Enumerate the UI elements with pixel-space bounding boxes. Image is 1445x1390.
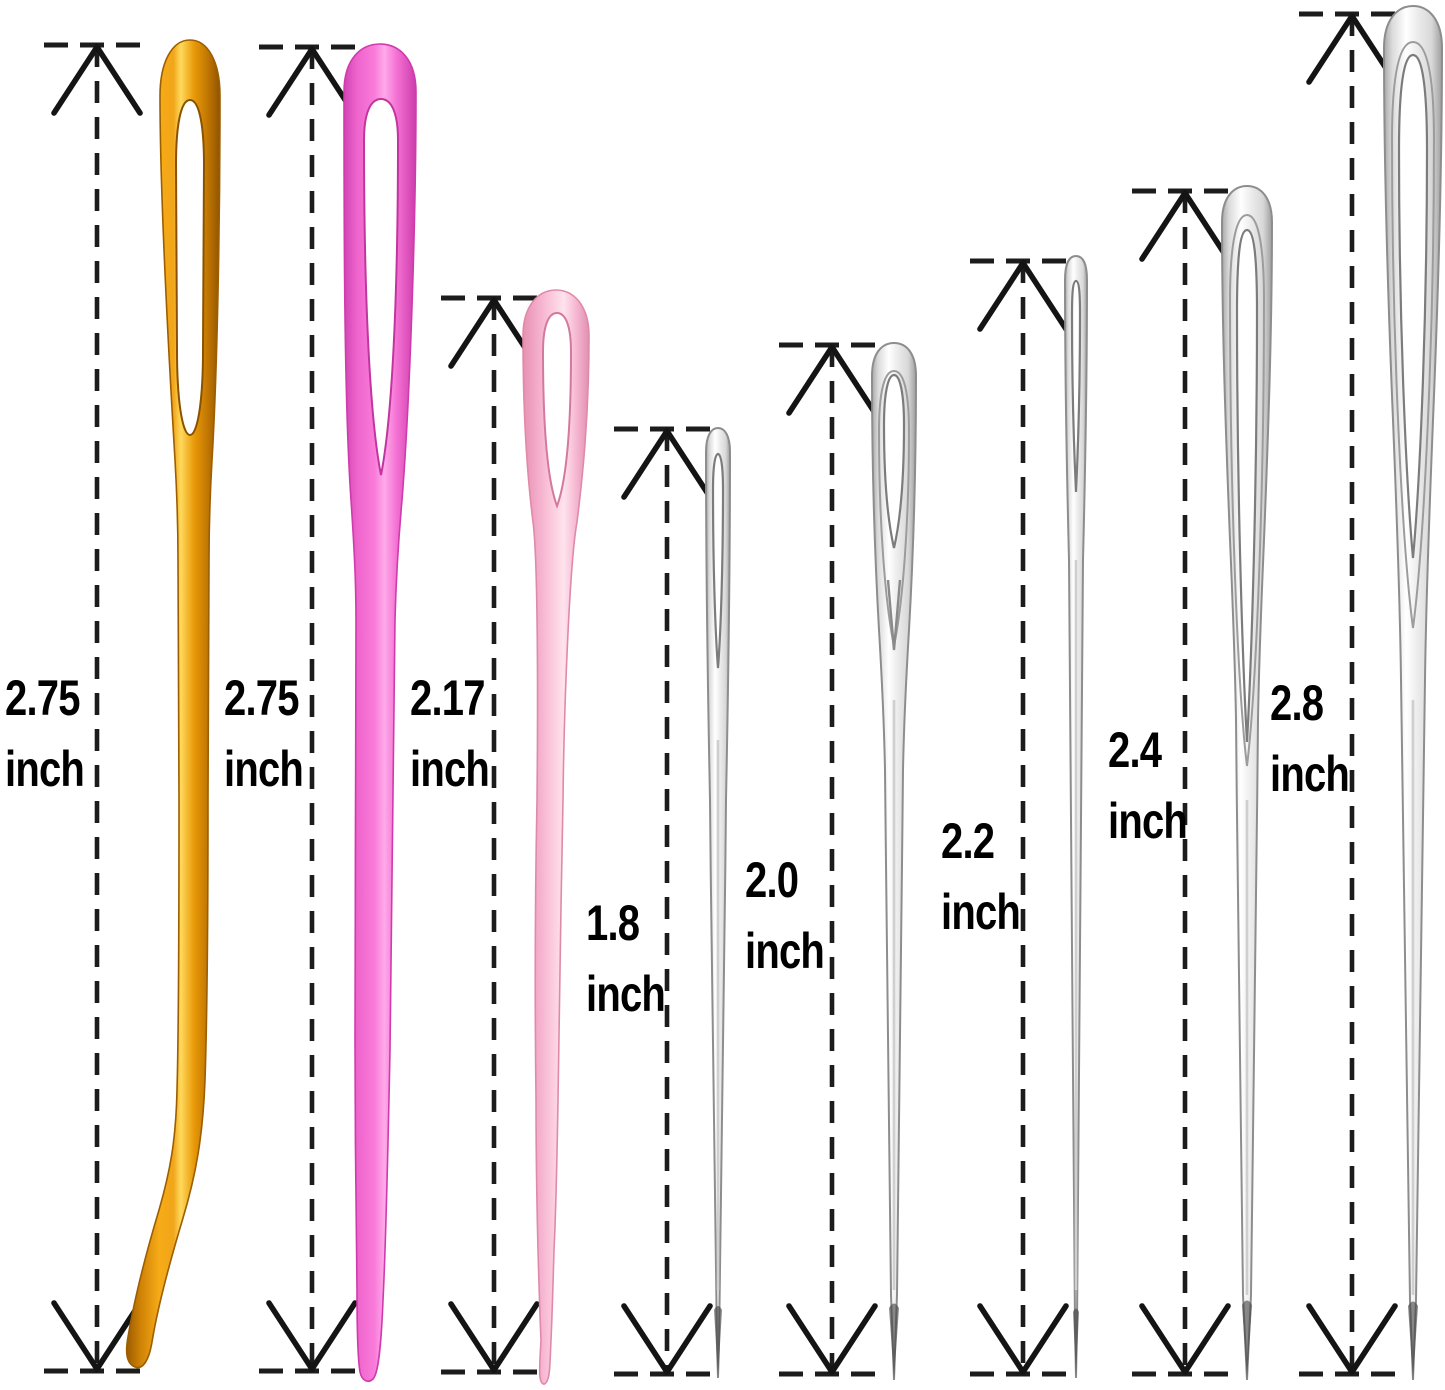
needle-eye [1397, 53, 1429, 559]
length-unit: inch [1270, 746, 1350, 802]
length-label-8: 2.8 inch [1270, 668, 1350, 810]
length-value: 2.8 [1270, 675, 1324, 731]
needle-steel-small [704, 426, 732, 1379]
dimension-line-2 [259, 47, 365, 1371]
length-unit: inch [586, 966, 666, 1022]
needle-eye [174, 98, 206, 437]
dimension-line-5 [779, 345, 885, 1374]
length-value: 2.75 [5, 670, 80, 726]
needle-steel-extra-large [1382, 4, 1444, 1381]
length-unit: inch [745, 923, 825, 979]
dimension-line-6 [970, 261, 1076, 1374]
needle-pink-plastic [343, 43, 417, 1382]
length-unit: inch [5, 741, 85, 797]
needle-eye [882, 373, 906, 549]
needle-light-pink-plastic [522, 289, 590, 1385]
dimension-line-8 [1299, 14, 1405, 1374]
needle-gold-bent-tip [125, 39, 221, 1369]
needle-eye [362, 97, 400, 476]
needle-steel-thin [1063, 254, 1089, 1379]
length-value: 2.75 [224, 670, 299, 726]
length-value: 2.0 [745, 852, 799, 908]
dimension-line-7 [1132, 191, 1238, 1374]
needle-eye [1235, 228, 1259, 743]
length-label-1: 2.75 inch [5, 663, 85, 805]
length-unit: inch [1108, 793, 1188, 849]
length-value: 2.2 [941, 813, 995, 869]
dimension-line-4 [614, 429, 720, 1374]
length-value: 2.4 [1108, 722, 1162, 778]
length-label-6: 2.2 inch [941, 806, 1021, 948]
length-value: 1.8 [586, 895, 640, 951]
length-label-4: 1.8 inch [586, 888, 666, 1030]
length-label-2: 2.75 inch [224, 663, 304, 805]
dimension-line-1 [44, 45, 150, 1371]
length-label-5: 2.0 inch [745, 845, 825, 987]
length-unit: inch [410, 741, 490, 797]
needle-steel-large [1220, 184, 1274, 1381]
needle-eye [541, 311, 573, 509]
length-label-7: 2.4 inch [1108, 715, 1188, 857]
length-unit: inch [224, 741, 304, 797]
needle-eye [711, 452, 725, 669]
length-value: 2.17 [410, 670, 485, 726]
needle-steel-medium [870, 341, 918, 1381]
length-unit: inch [941, 884, 1021, 940]
needle-eye [1070, 279, 1082, 493]
length-label-3: 2.17 inch [410, 663, 490, 805]
